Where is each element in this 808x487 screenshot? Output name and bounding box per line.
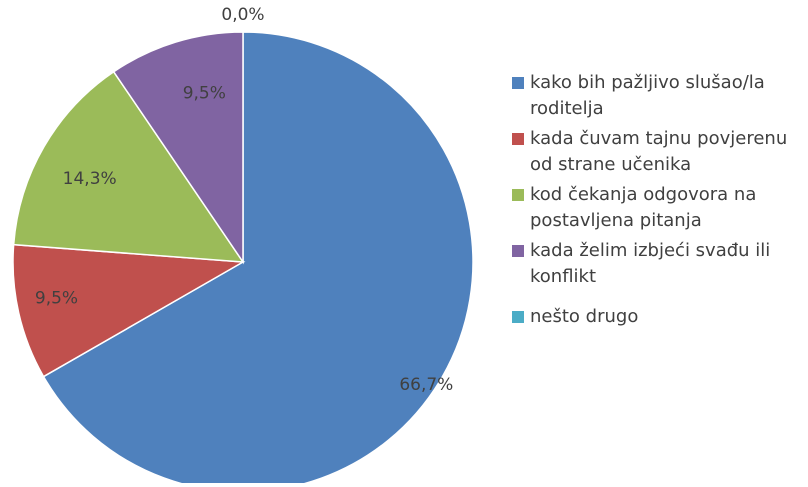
data-label: 9,5% bbox=[35, 289, 78, 309]
data-label: 66,7% bbox=[399, 375, 453, 395]
slice-avoid-conflict bbox=[112, 31, 244, 265]
legend-swatch bbox=[512, 245, 524, 257]
legend-label: kada želim izbjeći svađu ili konflikt bbox=[530, 240, 771, 287]
slice-waiting-answers bbox=[12, 70, 245, 263]
legend-item-something-else: nešto drugo bbox=[512, 304, 802, 330]
legend-item-avoid-conflict: kada želim izbjeći svađu ili konflikt bbox=[512, 238, 802, 290]
legend-label: kako bih pažljivo slušao/la roditelja bbox=[530, 72, 765, 119]
legend: kako bih pažljivo slušao/la roditelja ka… bbox=[512, 70, 802, 330]
data-label: 9,5% bbox=[183, 84, 226, 104]
legend-swatch bbox=[512, 189, 524, 201]
legend-item-waiting-answers: kod čekanja odgovora na postavljena pita… bbox=[512, 182, 802, 234]
legend-label: nešto drugo bbox=[530, 306, 639, 327]
legend-swatch bbox=[512, 77, 524, 89]
legend-item-parent-listening: kako bih pažljivo slušao/la roditelja bbox=[512, 70, 802, 122]
legend-label: kada čuvam tajnu povjerenu od strane uče… bbox=[530, 128, 788, 175]
legend-label: kod čekanja odgovora na postavljena pita… bbox=[530, 184, 757, 231]
data-label: 14,3% bbox=[63, 169, 117, 189]
legend-swatch bbox=[512, 311, 524, 323]
legend-item-keeping-secret: kada čuvam tajnu povjerenu od strane uče… bbox=[512, 126, 802, 178]
slice-parent-listening bbox=[42, 31, 474, 487]
data-label: 0,0% bbox=[221, 5, 264, 25]
slice-keeping-secret bbox=[12, 243, 246, 378]
legend-swatch bbox=[512, 133, 524, 145]
